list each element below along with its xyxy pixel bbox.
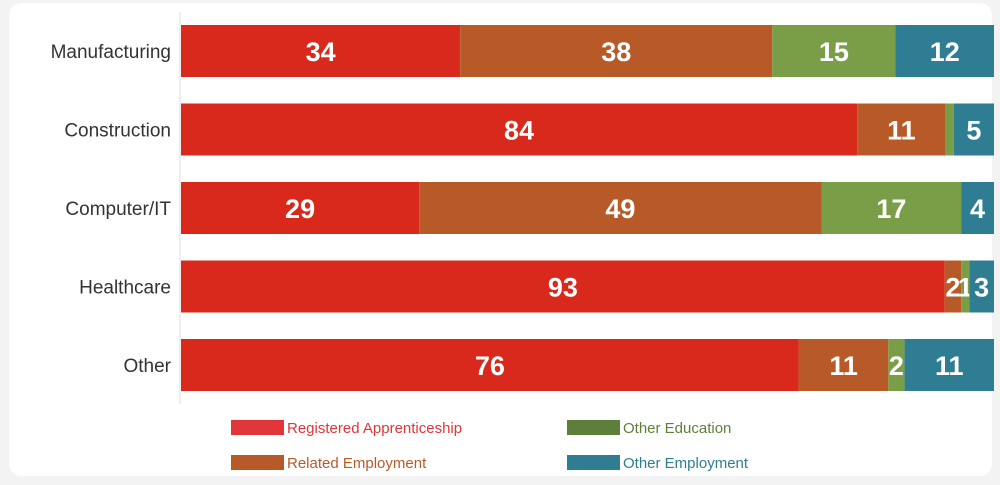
data-label: 4 bbox=[970, 194, 985, 224]
data-label: 11 bbox=[829, 351, 858, 381]
legend-label: Other Education bbox=[623, 420, 731, 437]
bar-segment bbox=[945, 103, 954, 156]
data-label: 17 bbox=[876, 194, 906, 224]
legend-label: Related Employment bbox=[287, 455, 427, 472]
legend: Registered Apprenticeship Other Education… bbox=[231, 420, 749, 472]
bar-segment bbox=[944, 260, 962, 313]
bar-segment bbox=[904, 339, 994, 391]
legend-swatch bbox=[567, 420, 620, 435]
legend-label: Other Employment bbox=[623, 455, 749, 472]
data-label: 93 bbox=[548, 273, 578, 303]
category-label: Computer/IT bbox=[65, 199, 171, 220]
category-label: Healthcare bbox=[79, 278, 171, 299]
bar-segment bbox=[181, 182, 420, 234]
bar-segment bbox=[961, 260, 970, 313]
data-label: 38 bbox=[601, 37, 631, 67]
bar-segment bbox=[798, 339, 889, 391]
bar-segment bbox=[857, 103, 946, 156]
data-label: 84 bbox=[504, 116, 534, 146]
bar-segment bbox=[181, 339, 799, 391]
bar-segment bbox=[181, 25, 461, 77]
data-label: 11 bbox=[935, 351, 964, 381]
data-label: 11 bbox=[887, 116, 916, 146]
data-label: 76 bbox=[475, 351, 505, 381]
category-label: Construction bbox=[64, 121, 171, 142]
bar-segment bbox=[419, 182, 822, 234]
bar-segment bbox=[821, 182, 962, 234]
data-label: 15 bbox=[819, 37, 849, 67]
category-label: Manufacturing bbox=[51, 42, 171, 63]
bar-segment bbox=[888, 339, 905, 391]
data-label: 29 bbox=[285, 194, 315, 224]
data-label: 1 bbox=[958, 273, 973, 303]
category-labels: Manufacturing Construction Computer/IT Heal… bbox=[51, 42, 172, 377]
data-label: 2 bbox=[889, 351, 904, 381]
legend-label: Registered Apprenticeship bbox=[287, 420, 462, 437]
bar-segment bbox=[772, 25, 896, 77]
bar-segment bbox=[961, 182, 994, 234]
chart-card bbox=[9, 3, 992, 476]
data-label: 2 bbox=[945, 273, 960, 303]
data-label: 49 bbox=[605, 194, 635, 224]
bar-segment bbox=[969, 260, 994, 313]
category-label: Other bbox=[123, 356, 171, 377]
bar-segment bbox=[895, 25, 994, 77]
bar-segment bbox=[181, 260, 945, 313]
legend-swatch bbox=[231, 420, 284, 435]
data-label: 5 bbox=[966, 116, 981, 146]
legend-swatch bbox=[231, 455, 284, 470]
bar-segment bbox=[953, 103, 994, 156]
legend-swatch bbox=[567, 455, 620, 470]
data-label: 12 bbox=[930, 37, 960, 67]
data-label: 34 bbox=[306, 37, 336, 67]
data-label: 3 bbox=[974, 273, 989, 303]
bar-segment bbox=[460, 25, 773, 77]
bar-segment bbox=[181, 103, 858, 156]
